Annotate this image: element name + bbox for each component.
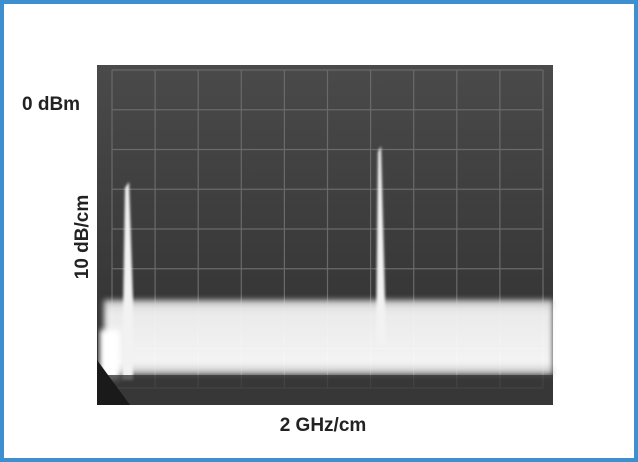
horizontal-scale-label: 2 GHz/cm [280, 415, 367, 436]
vertical-scale-label: 10 dB/cm [72, 195, 93, 279]
reference-level-label: 0 dBm [22, 94, 80, 115]
screen-photo [97, 65, 553, 405]
